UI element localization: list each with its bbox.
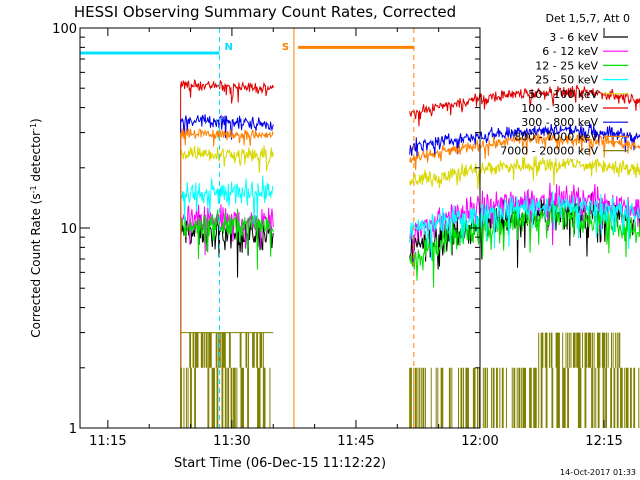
legend-label: 6 - 12 keV	[542, 45, 598, 58]
series-line-seg2	[409, 191, 640, 261]
series-line-seg2	[409, 132, 640, 170]
series-olive-steps	[180, 332, 640, 428]
series-line-seg1	[180, 78, 274, 104]
series-line-seg1	[180, 208, 274, 270]
legend-label: 300 - 800 keV	[521, 116, 598, 129]
legend-label: 3 - 6 keV	[549, 31, 598, 44]
y-tick-label: 100	[52, 22, 77, 37]
x-axis-label: Start Time (06-Dec-15 11:12:22)	[174, 456, 386, 471]
series-olive	[180, 332, 640, 428]
flag-label: N	[225, 42, 233, 53]
chart-title: HESSI Observing Summary Count Rates, Cor…	[74, 3, 456, 21]
x-tick-label: 11:15	[89, 434, 126, 449]
flag-1: S	[282, 28, 415, 428]
footer-timestamp: 14-Oct-2017 01:33	[560, 468, 636, 477]
legend-label: 25 - 50 keV	[535, 74, 598, 87]
series-layer	[180, 78, 640, 428]
series-line-seg2	[409, 200, 640, 288]
series-line-seg1	[180, 114, 274, 140]
legend-label: 7000 - 20000 keV	[500, 145, 598, 158]
series-line-seg1	[180, 128, 274, 147]
legend-header: Det 1,5,7, Att 0	[546, 12, 630, 25]
flag-label: S	[282, 42, 289, 53]
series-line-seg2	[409, 123, 640, 157]
series-line-seg1	[180, 175, 274, 225]
legend-label: 50 - 100 keV	[528, 88, 598, 101]
y-axis-label: Corrected Count Rate (s-1 detector-1)	[29, 118, 44, 337]
legend-label: 800 - 7000 keV	[514, 130, 598, 143]
y-axis: 100 10 1	[52, 22, 480, 437]
legend-label: 12 - 25 keV	[535, 59, 598, 72]
x-tick-label: 11:30	[213, 434, 250, 449]
x-tick-label: 12:00	[461, 434, 498, 449]
y-tick-label: 10	[60, 222, 77, 237]
x-tick-label: 12:15	[585, 434, 622, 449]
x-tick-label: 11:45	[337, 434, 374, 449]
y-tick-label: 1	[69, 422, 77, 437]
series-line-seg2	[409, 84, 640, 127]
legend-label: 100 - 300 keV	[521, 102, 598, 115]
series-line-seg1	[180, 145, 274, 173]
series-line-seg2	[409, 155, 640, 190]
